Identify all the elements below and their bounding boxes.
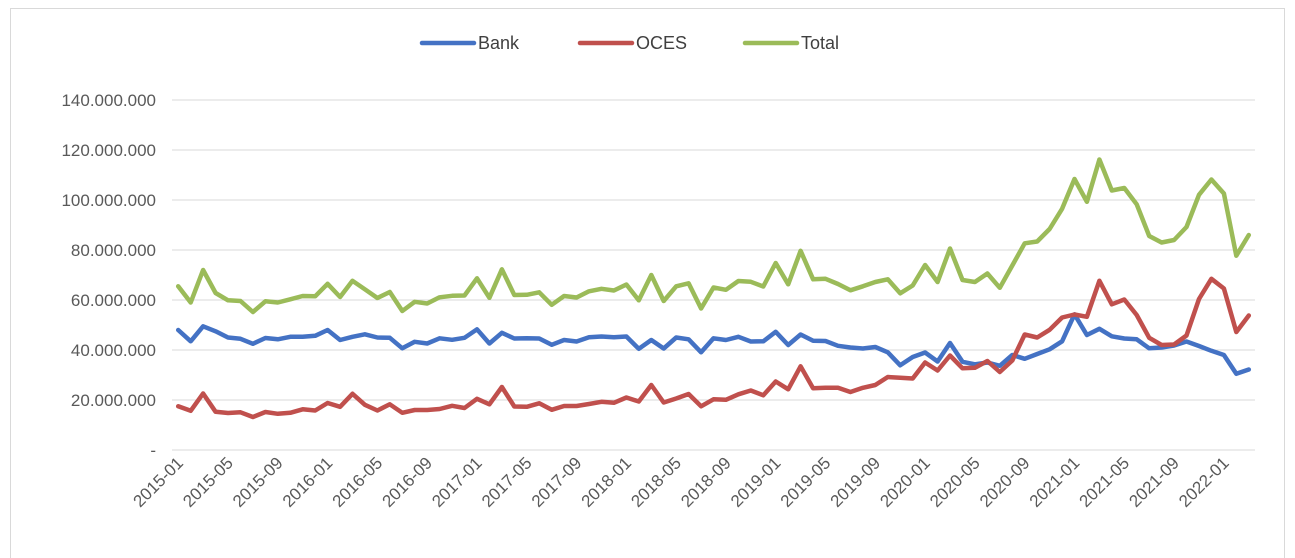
x-tick-label: 2019-09: [827, 453, 885, 511]
y-tick-label: 60.000.000: [71, 291, 156, 310]
chart-frame: [10, 8, 1285, 558]
x-tick-label: 2020-05: [926, 453, 984, 511]
x-tick-label: 2021-01: [1026, 453, 1084, 511]
y-tick-label: 40.000.000: [71, 341, 156, 360]
x-tick-label: 2019-01: [727, 453, 785, 511]
series-lines: [175, 157, 1252, 420]
x-axis: 2015-012015-052015-092016-012016-052016-…: [130, 453, 1233, 511]
x-tick-label: 2019-05: [777, 453, 835, 511]
legend-label-oces: OCES: [636, 33, 687, 53]
x-tick-label: 2018-05: [627, 453, 685, 511]
x-tick-label: 2016-09: [378, 453, 436, 511]
y-tick-label: 140.000.000: [61, 91, 156, 110]
y-tick-label: 100.000.000: [61, 191, 156, 210]
series-line-bank: [175, 312, 1252, 377]
legend: Bank OCES Total: [419, 33, 839, 53]
x-tick-label: 2020-09: [976, 453, 1034, 511]
x-tick-label: 2017-09: [528, 453, 586, 511]
y-tick-label: 20.000.000: [71, 391, 156, 410]
x-tick-label: 2022-01: [1175, 453, 1233, 511]
legend-label-bank: Bank: [478, 33, 520, 53]
x-tick-label: 2015-09: [229, 453, 287, 511]
x-tick-label: 2018-01: [578, 453, 636, 511]
x-tick-label: 2016-01: [279, 453, 337, 511]
x-tick-label: 2017-01: [428, 453, 486, 511]
y-tick-label: 120.000.000: [61, 141, 156, 160]
x-tick-label: 2015-01: [130, 453, 188, 511]
y-tick-label: 80.000.000: [71, 241, 156, 260]
series-line-total: [175, 157, 1252, 315]
x-tick-label: 2015-05: [179, 453, 237, 511]
gridlines: [172, 99, 1255, 451]
y-tick-label: -: [150, 441, 156, 460]
x-tick-label: 2018-09: [677, 453, 735, 511]
legend-label-total: Total: [801, 33, 839, 53]
x-tick-label: 2017-05: [478, 453, 536, 511]
series-line-oces: [175, 276, 1252, 420]
x-tick-label: 2021-09: [1125, 453, 1183, 511]
x-tick-label: 2021-05: [1076, 453, 1134, 511]
x-tick-label: 2016-05: [329, 453, 387, 511]
y-axis: - 20.000.000 40.000.000 60.000.000 80.000.00…: [61, 91, 156, 460]
x-tick-label: 2020-01: [876, 453, 934, 511]
